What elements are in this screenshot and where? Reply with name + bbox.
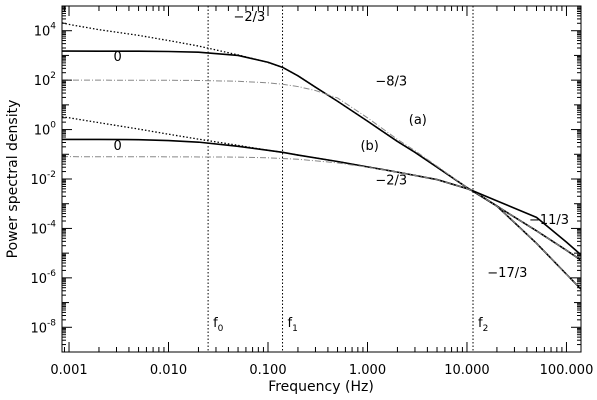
annotation-label: 0 bbox=[114, 139, 122, 154]
x-tick-label: 0.001 bbox=[50, 363, 87, 378]
annotation-label: (a) bbox=[409, 113, 427, 128]
y-ticks: 104 102 100 10-2 10-4 10-6 10-8 bbox=[30, 6, 581, 353]
y-tick-label: 10-4 bbox=[30, 219, 56, 237]
annotations: 0 −2/3 −8/3 (a) 0 (b) −2/3 −11/3 −17/3 bbox=[114, 10, 570, 281]
annotation-label: −17/3 bbox=[487, 266, 527, 281]
series-line-1 bbox=[61, 22, 582, 261]
y-tick-label: 10-6 bbox=[30, 269, 56, 287]
y-tick-label: 104 bbox=[34, 22, 57, 40]
x-tick-label: 0.010 bbox=[150, 363, 187, 378]
series-line-6 bbox=[62, 156, 582, 290]
annotation-label: 0 bbox=[114, 50, 122, 65]
annotation-label: (b) bbox=[360, 139, 378, 154]
annotation-label: −11/3 bbox=[529, 213, 569, 228]
y-tick-label: 100 bbox=[34, 121, 57, 139]
series-line-5 bbox=[62, 138, 582, 290]
x-tick-label: 0.100 bbox=[249, 363, 286, 378]
annotation-label: −2/3 bbox=[233, 10, 265, 25]
annotation-label: −8/3 bbox=[375, 75, 407, 90]
y-tick-label: 10-2 bbox=[30, 170, 56, 188]
y-axis-title: Power spectral density bbox=[5, 100, 21, 259]
vline-label-f1: f1 bbox=[288, 316, 298, 334]
annotation-label: −2/3 bbox=[375, 173, 407, 188]
x-tick-label: 1.000 bbox=[349, 363, 386, 378]
series-lines bbox=[61, 22, 582, 290]
y-tick-label: 102 bbox=[34, 71, 56, 89]
vline-label-f0: f0 bbox=[213, 316, 224, 334]
x-axis-title: Frequency (Hz) bbox=[268, 379, 374, 395]
series-line-3 bbox=[62, 79, 582, 261]
x-tick-label: 10.000 bbox=[444, 363, 490, 378]
vertical-lines: f0 f1 f2 bbox=[207, 6, 488, 352]
x-ticks: 0.001 0.010 0.100 1.000 10.000 100.000 bbox=[50, 6, 593, 378]
vline-label-f2: f2 bbox=[478, 316, 488, 334]
x-tick-label: 100.000 bbox=[540, 363, 594, 378]
series-line-7 bbox=[472, 190, 582, 256]
series-line-2 bbox=[62, 50, 582, 261]
y-tick-label: 10-8 bbox=[30, 318, 56, 336]
plot-frame bbox=[61, 5, 582, 353]
